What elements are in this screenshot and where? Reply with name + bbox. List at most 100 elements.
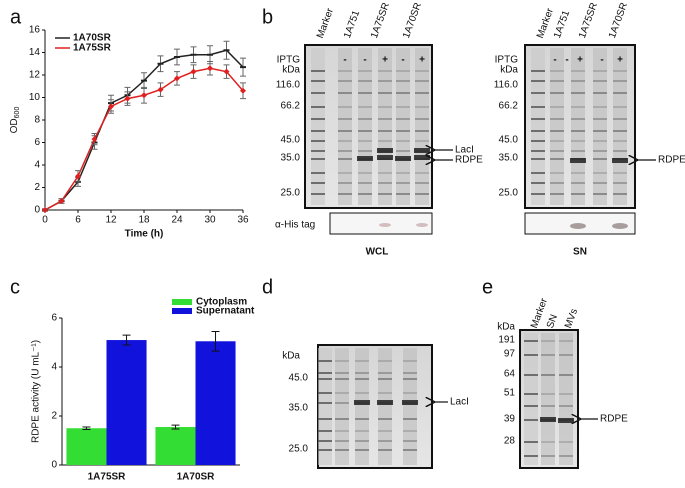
band xyxy=(524,405,538,407)
band xyxy=(378,360,392,362)
lane xyxy=(541,333,555,465)
band xyxy=(355,449,369,451)
band xyxy=(571,130,585,132)
bar xyxy=(66,428,107,465)
iptg-sign: + xyxy=(577,55,583,66)
band xyxy=(396,172,410,174)
band xyxy=(541,405,555,407)
band xyxy=(335,449,349,451)
band xyxy=(355,372,369,374)
blot-spot xyxy=(379,223,391,227)
band xyxy=(593,80,607,82)
band xyxy=(378,193,392,195)
y-axis-label-sub: 600 xyxy=(14,107,21,119)
legend-swatch xyxy=(172,299,192,305)
band xyxy=(531,182,545,184)
band xyxy=(550,140,564,142)
lane xyxy=(403,348,417,465)
band xyxy=(396,106,410,108)
band xyxy=(377,148,393,153)
blot-spot xyxy=(416,223,428,227)
band xyxy=(311,118,325,120)
band xyxy=(415,182,429,184)
point xyxy=(141,79,147,82)
y-tick-label: 10 xyxy=(29,92,41,103)
band xyxy=(311,106,325,108)
band xyxy=(541,455,555,457)
band-label: RDPE xyxy=(455,155,483,166)
point xyxy=(174,56,180,58)
band xyxy=(396,118,410,120)
marker-label: 116.0 xyxy=(276,80,301,91)
band-label: RDPE xyxy=(658,155,685,166)
band xyxy=(524,340,538,342)
panel-letter: b xyxy=(262,6,273,28)
band xyxy=(613,193,627,195)
point xyxy=(157,86,164,93)
iptg-sign: + xyxy=(382,55,388,66)
lane xyxy=(358,48,372,205)
band xyxy=(358,80,372,82)
band xyxy=(613,172,627,174)
band xyxy=(396,193,410,195)
band xyxy=(358,193,372,195)
band xyxy=(541,441,555,443)
panel-letter: e xyxy=(482,276,493,298)
band xyxy=(378,140,392,142)
point xyxy=(58,198,65,204)
band xyxy=(559,340,573,342)
blot-spot xyxy=(570,223,586,229)
band xyxy=(403,418,417,420)
band xyxy=(378,418,392,420)
band xyxy=(378,440,392,442)
band xyxy=(378,70,392,72)
band xyxy=(531,150,545,152)
band xyxy=(550,70,564,72)
band xyxy=(318,360,332,362)
band xyxy=(358,150,372,152)
band xyxy=(571,106,585,108)
y-tick-label: 6 xyxy=(34,137,40,148)
y-tick-label: 0 xyxy=(34,205,40,216)
band xyxy=(531,130,545,132)
band xyxy=(396,150,410,152)
point xyxy=(190,68,197,75)
band xyxy=(355,378,369,380)
band xyxy=(531,70,545,72)
band xyxy=(613,118,627,120)
band xyxy=(415,130,429,132)
band xyxy=(335,372,349,374)
band xyxy=(318,440,332,442)
band xyxy=(378,372,392,374)
band xyxy=(358,106,372,108)
x-tick-label: 1A70SR xyxy=(177,472,216,483)
kda-label: kDa xyxy=(500,65,518,76)
iptg-sign: - xyxy=(565,55,568,66)
marker-label: 25.0 xyxy=(281,188,301,199)
x-tick-label: 18 xyxy=(138,215,150,226)
lane-label: 1A75SR xyxy=(577,1,600,40)
lane xyxy=(524,333,538,465)
kda-label: kDa xyxy=(282,65,300,76)
band xyxy=(593,140,607,142)
band xyxy=(531,158,545,160)
band xyxy=(593,150,607,152)
band xyxy=(540,417,556,422)
band xyxy=(396,130,410,132)
lane xyxy=(613,48,627,205)
band xyxy=(593,70,607,72)
band xyxy=(613,106,627,108)
band xyxy=(550,150,564,152)
lane-label: SN xyxy=(545,313,560,330)
band xyxy=(311,70,325,72)
band xyxy=(355,430,369,432)
y-tick-label: 4 xyxy=(51,362,57,373)
x-tick-label: 1A75SR xyxy=(88,472,127,483)
point xyxy=(190,53,197,56)
band xyxy=(550,106,564,108)
band xyxy=(358,92,372,94)
band xyxy=(396,140,410,142)
band xyxy=(415,80,429,82)
band xyxy=(524,374,538,376)
